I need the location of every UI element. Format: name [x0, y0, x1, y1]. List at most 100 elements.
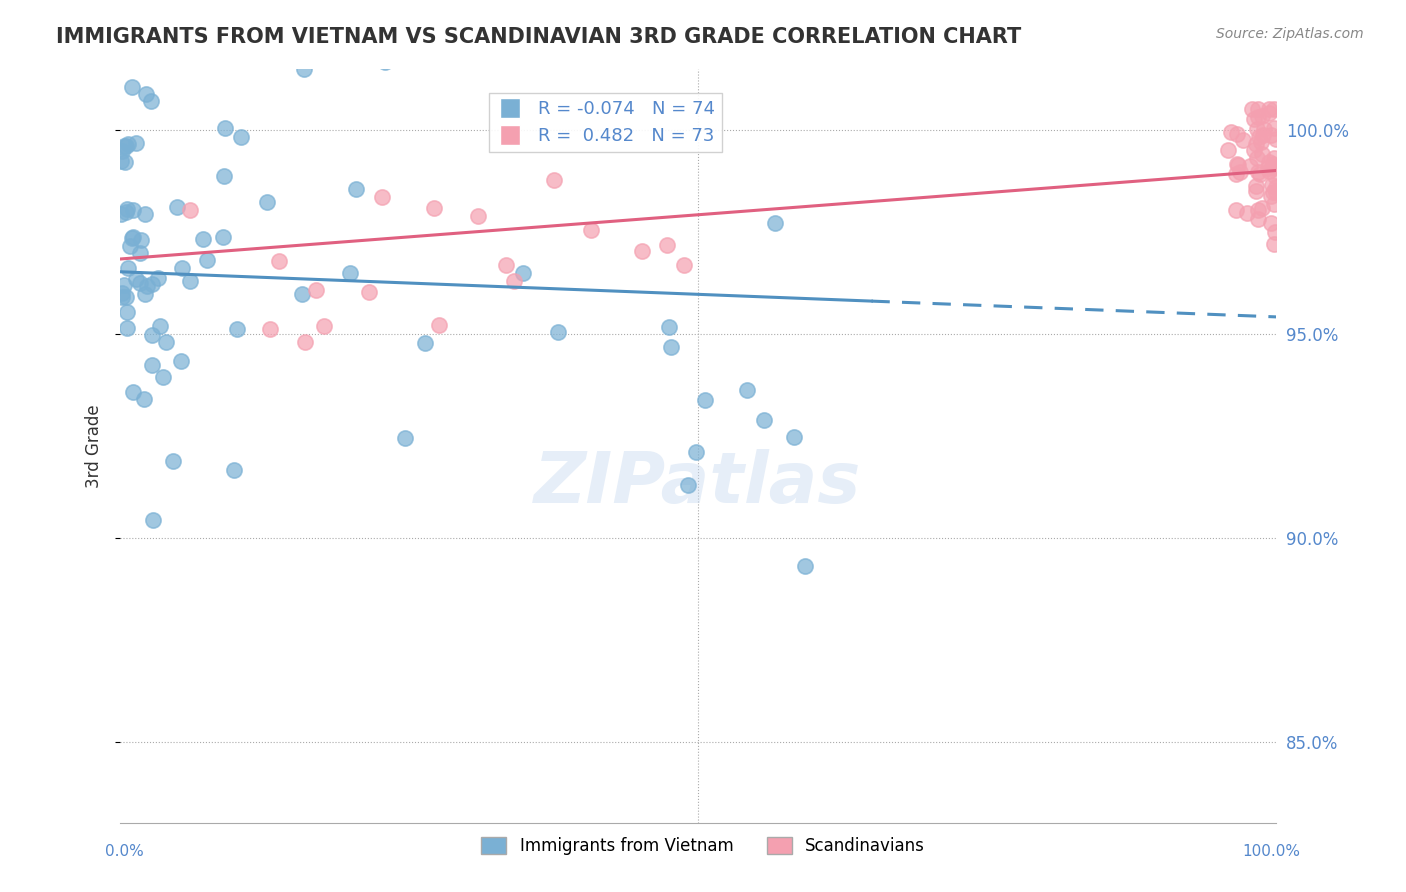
Point: [222, 462, 245, 476]
Point: [110, 290, 132, 304]
Point: [794, 559, 817, 574]
Point: [413, 336, 436, 351]
Point: [1218, 143, 1240, 157]
Point: [658, 320, 681, 334]
Point: [135, 87, 157, 101]
Point: [259, 322, 281, 336]
Point: [115, 202, 138, 216]
Point: [170, 260, 193, 275]
Point: [1265, 180, 1288, 194]
Point: [1232, 133, 1254, 147]
Point: [1253, 122, 1275, 136]
Point: [111, 286, 134, 301]
Point: [305, 284, 328, 298]
Point: [1257, 161, 1279, 175]
Point: [166, 200, 188, 214]
Point: [1257, 164, 1279, 178]
Point: [111, 145, 134, 159]
Point: [763, 216, 786, 230]
Point: [1264, 132, 1286, 146]
Point: [134, 207, 156, 221]
Point: [1243, 112, 1265, 126]
Point: [115, 204, 138, 219]
Point: [1261, 185, 1284, 199]
Point: [1225, 167, 1247, 181]
Point: [1264, 169, 1286, 183]
Text: 0.0%: 0.0%: [105, 845, 145, 859]
Point: [1247, 103, 1270, 117]
Point: [1251, 109, 1274, 123]
Point: [344, 182, 367, 196]
Point: [121, 203, 143, 218]
Point: [149, 319, 172, 334]
Point: [1250, 135, 1272, 149]
Point: [1220, 125, 1243, 139]
Point: [122, 384, 145, 399]
Point: [1260, 128, 1282, 143]
Point: [581, 223, 603, 237]
Point: [1263, 120, 1285, 135]
Point: [1246, 122, 1268, 136]
Point: [1261, 157, 1284, 171]
Text: IMMIGRANTS FROM VIETNAM VS SCANDINAVIAN 3RD GRADE CORRELATION CHART: IMMIGRANTS FROM VIETNAM VS SCANDINAVIAN …: [56, 27, 1022, 46]
Point: [1227, 158, 1250, 172]
Point: [1239, 159, 1261, 173]
Point: [291, 287, 314, 301]
Point: [141, 277, 163, 291]
Point: [1247, 110, 1270, 124]
Point: [1260, 188, 1282, 202]
Point: [1258, 105, 1281, 120]
Point: [121, 230, 143, 244]
Text: ZIPatlas: ZIPatlas: [534, 450, 862, 518]
Point: [1243, 144, 1265, 158]
Point: [1241, 103, 1264, 117]
Point: [1244, 179, 1267, 194]
Point: [1244, 136, 1267, 151]
Point: [1225, 202, 1247, 217]
Point: [115, 139, 138, 153]
Point: [1257, 154, 1279, 169]
Point: [374, 54, 396, 69]
Point: [110, 207, 132, 221]
Point: [1250, 147, 1272, 161]
Point: [693, 393, 716, 408]
Point: [1249, 167, 1271, 181]
Point: [269, 253, 291, 268]
Point: [1247, 212, 1270, 227]
Point: [132, 392, 155, 407]
Point: [134, 286, 156, 301]
Point: [672, 258, 695, 272]
Text: Source: ZipAtlas.com: Source: ZipAtlas.com: [1216, 27, 1364, 41]
Point: [121, 231, 143, 245]
Point: [423, 201, 446, 215]
Point: [179, 203, 201, 218]
Point: [312, 318, 335, 333]
Point: [195, 253, 218, 268]
Point: [152, 370, 174, 384]
Point: [1251, 128, 1274, 142]
Point: [141, 328, 163, 343]
Point: [155, 334, 177, 349]
Point: [339, 267, 361, 281]
Point: [114, 278, 136, 293]
Point: [512, 266, 534, 280]
Point: [125, 271, 148, 285]
Point: [292, 62, 315, 76]
Point: [214, 121, 236, 136]
Point: [125, 136, 148, 150]
Point: [1226, 128, 1249, 142]
Point: [121, 80, 143, 95]
Point: [1246, 184, 1268, 198]
Point: [146, 270, 169, 285]
Point: [1264, 186, 1286, 200]
Point: [427, 318, 450, 332]
Point: [502, 274, 524, 288]
Point: [495, 258, 517, 272]
Point: [117, 136, 139, 151]
Point: [115, 290, 138, 304]
Point: [543, 172, 565, 186]
Legend: R = -0.074   N = 74, R =  0.482   N = 73: R = -0.074 N = 74, R = 0.482 N = 73: [489, 93, 723, 153]
Point: [112, 139, 135, 153]
Text: 100.0%: 100.0%: [1243, 845, 1301, 859]
Point: [1261, 161, 1284, 175]
